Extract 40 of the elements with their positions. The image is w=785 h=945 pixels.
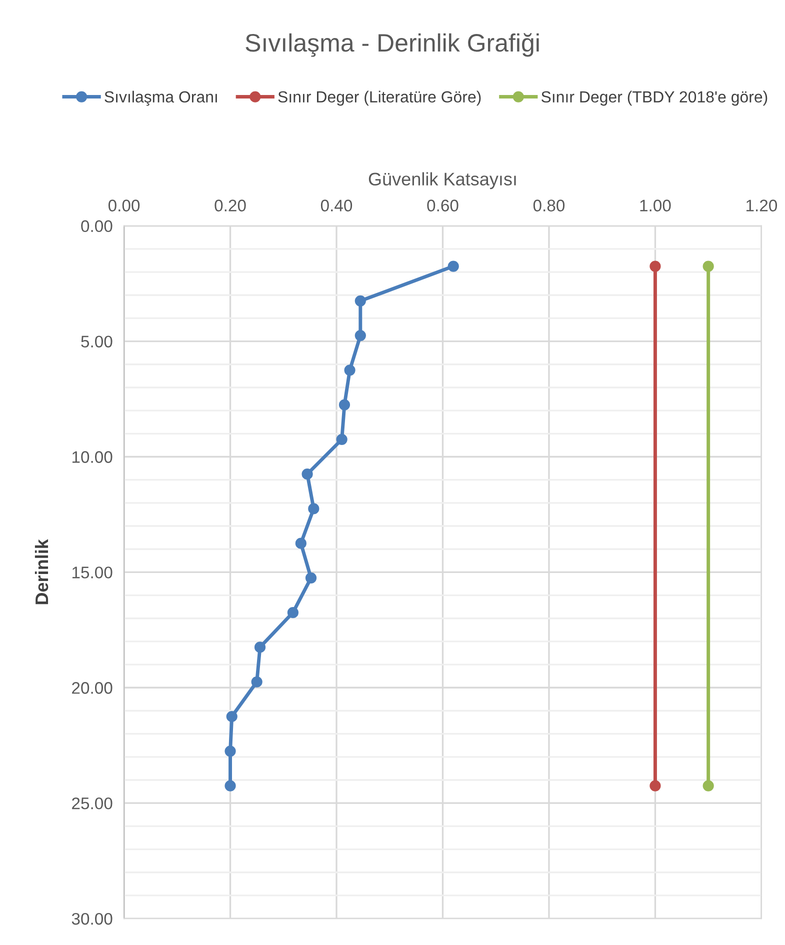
point (650, 260, 661, 272)
y-tick-label: 15.00 (72, 566, 112, 578)
point (254, 642, 266, 653)
x-tick-label: 0.60 (427, 200, 458, 212)
legend-label: Sıvılaşma Oranı (104, 90, 217, 106)
y-tick-label: 5.00 (81, 336, 112, 348)
x-tick-label: 1.00 (640, 200, 671, 212)
point (287, 607, 298, 618)
point (448, 260, 459, 272)
y-tick-label: 10.00 (72, 451, 112, 463)
x-axis-title: Güvenlik Katsayısı (368, 172, 516, 190)
y-axis-title: Derinlik (34, 539, 48, 604)
point (338, 399, 350, 410)
point (224, 746, 236, 757)
point (650, 780, 661, 792)
point (308, 503, 320, 514)
point (354, 330, 366, 342)
y-tick-label: 30.00 (72, 912, 112, 925)
point (702, 780, 714, 792)
point (344, 364, 356, 376)
x-tick-label: 0.40 (320, 200, 352, 212)
point (251, 676, 262, 688)
point (302, 468, 313, 480)
point (305, 572, 317, 584)
x-tick-label: 0.20 (214, 200, 246, 212)
point (702, 260, 714, 272)
x-tick-label: 0.80 (533, 200, 565, 212)
legend-label: Sınır Deger (Literatüre Göre) (278, 90, 481, 106)
legend-label: Sınır Deger (TBDY 2018'e göre) (541, 90, 768, 106)
y-tick-label: 25.00 (72, 797, 112, 810)
point (226, 710, 238, 722)
y-tick-label: 0.00 (81, 220, 112, 232)
point (224, 780, 236, 792)
point (336, 434, 348, 445)
point (354, 295, 366, 306)
x-tick-label: 0.00 (108, 200, 140, 212)
chart-title: Sıvılaşma - Derinlik Grafiği (246, 33, 539, 57)
y-tick-label: 20.00 (72, 682, 112, 694)
point (295, 538, 306, 549)
x-tick-label: 1.20 (746, 200, 778, 212)
